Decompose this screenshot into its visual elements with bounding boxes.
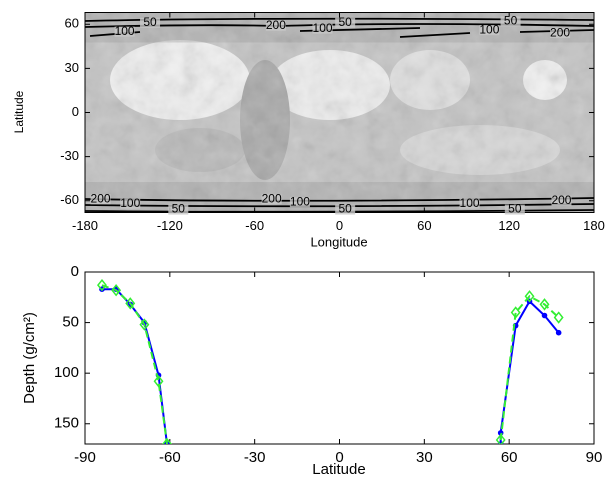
y-tick-label: -30: [60, 148, 79, 163]
x-tick-label: 30: [416, 449, 433, 466]
y-tick-label: 0: [71, 263, 79, 280]
contour-label: 100: [115, 24, 135, 38]
series-line: [102, 285, 559, 444]
x-axis-label: Longitude: [310, 234, 367, 249]
y-tick-label: 30: [65, 60, 79, 75]
x-tick-label: 120: [498, 218, 520, 233]
contour-label: 200: [262, 191, 282, 205]
figure: Longitude Latitude Latitude Depth (g/cm²…: [0, 0, 609, 483]
contour-label: 200: [91, 191, 111, 205]
contour-label: 50: [508, 202, 522, 216]
x-tick-label: 90: [586, 449, 603, 466]
x-tick-label: 60: [417, 218, 431, 233]
x-tick-label: 0: [335, 449, 343, 466]
contour-label: 100: [120, 196, 140, 210]
x-tick-label: 0: [336, 218, 343, 233]
contour-label: 50: [504, 13, 518, 27]
x-tick-label: -120: [157, 218, 183, 233]
contour-label: 200: [550, 25, 570, 39]
x-tick-label: -60: [159, 449, 181, 466]
contour-label: 50: [143, 15, 157, 29]
x-tick-label: 60: [501, 449, 518, 466]
contour-label: 100: [290, 194, 310, 208]
x-tick-label: -30: [244, 449, 266, 466]
contour-label: 50: [172, 202, 186, 216]
x-tick-label: 180: [583, 218, 605, 233]
x-tick-label: -90: [74, 449, 96, 466]
contour-label: 100: [313, 21, 333, 35]
contour-label: 200: [551, 193, 571, 207]
y-axis-label: Depth (g/cm²): [21, 312, 38, 404]
contour-label: 50: [338, 202, 352, 216]
y-tick-label: 150: [54, 415, 79, 432]
y-tick-label: 60: [65, 16, 79, 31]
series-line: [102, 289, 559, 444]
x-tick-label: -60: [245, 218, 264, 233]
contour-label: 100: [479, 22, 499, 36]
y-tick-label: 100: [54, 364, 79, 381]
marker: [556, 330, 562, 336]
plot-area: [98, 280, 563, 449]
x-tick-label: -180: [72, 218, 98, 233]
y-tick-label: -60: [60, 192, 79, 207]
y-tick-label: 0: [72, 104, 79, 119]
y-axis-label: Latitude: [12, 90, 26, 133]
contour-label: 50: [338, 15, 352, 29]
contour-label: 200: [266, 18, 286, 32]
map-image: [85, 13, 594, 214]
plot-frame: [85, 272, 594, 444]
y-tick-label: 50: [62, 314, 79, 331]
marker: [542, 313, 548, 319]
contour-label: 100: [460, 196, 480, 210]
